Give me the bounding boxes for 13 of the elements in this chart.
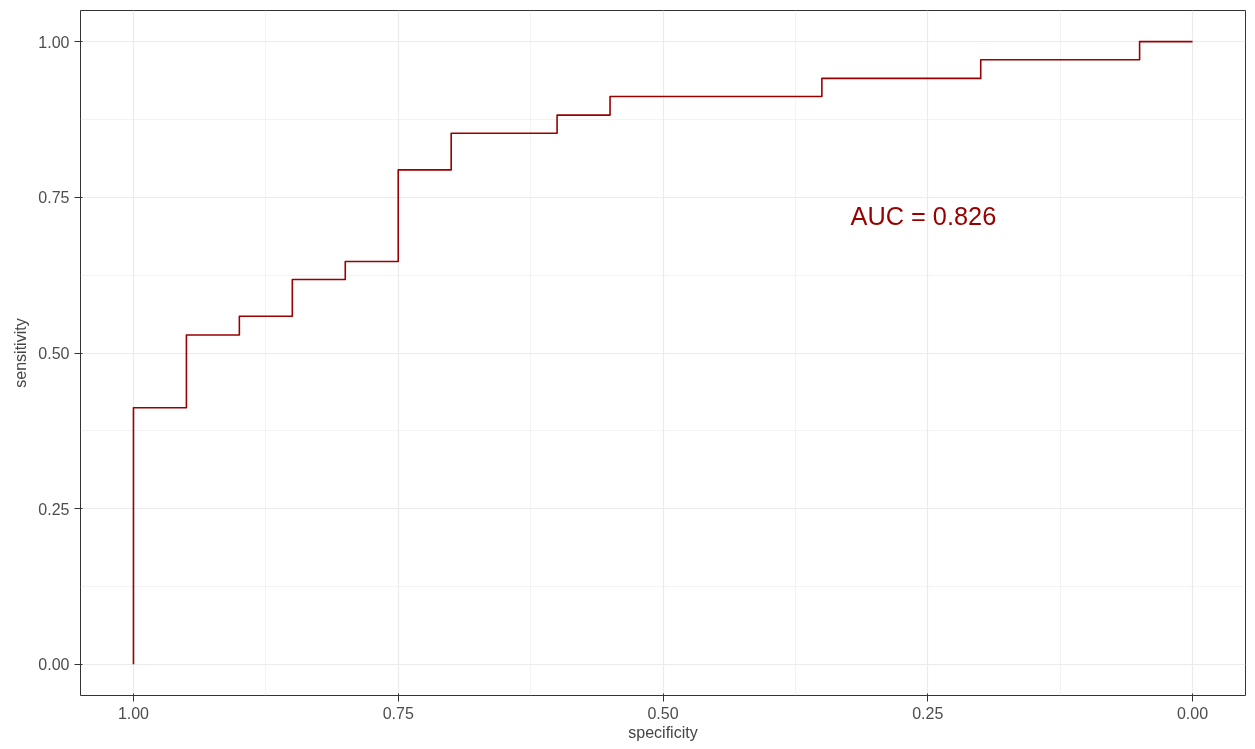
y-tick-label: 0.25 [38,500,70,518]
y-tick-label: 0.00 [38,656,70,674]
x-tick-label: 0.75 [382,704,414,722]
x-tick-label: 0.00 [1176,704,1209,722]
x-tick-label: 0.50 [647,704,679,722]
y-tick-label: 0.50 [38,345,70,362]
x-tick-label: 1.00 [117,704,150,722]
y-axis-title: sensitivity [12,318,30,388]
y-tick-label: 0.75 [38,189,70,207]
x-axis-title: specificity [628,723,698,741]
y-tick-label: 1.00 [38,33,70,51]
x-tick-label: 0.25 [912,704,944,722]
annotation: AUC = 0.826 [850,201,997,230]
